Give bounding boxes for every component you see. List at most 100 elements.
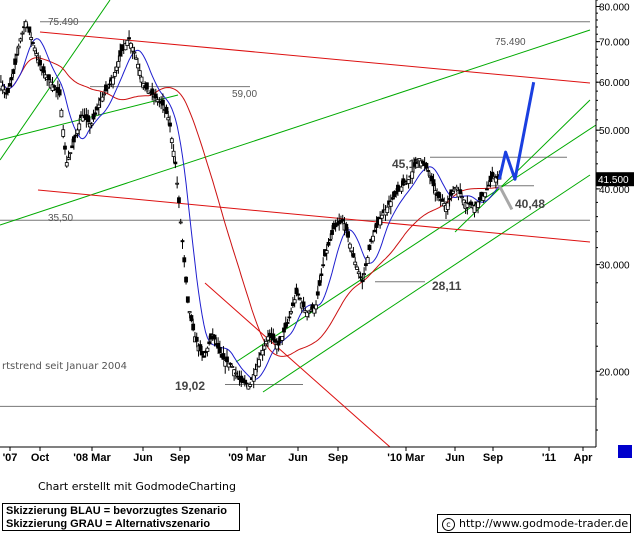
candle-body: [136, 63, 140, 69]
annotation-text: rtstrend seit Januar 2004: [2, 361, 127, 372]
candle: [15, 47, 19, 63]
candle: [32, 45, 37, 55]
candle: [77, 117, 82, 136]
candle-body: [228, 363, 233, 365]
candle-body: [68, 152, 73, 155]
candle-body: [15, 53, 19, 56]
candle: [184, 276, 188, 285]
candle-body: [221, 353, 226, 360]
candle: [178, 218, 183, 225]
candle-body: [205, 347, 210, 352]
candle-body: [16, 45, 21, 49]
candle: [355, 264, 359, 271]
copyright-icon: c: [442, 517, 455, 531]
candle: [217, 340, 222, 355]
candle: [324, 243, 329, 261]
x-tick-label: '10 Mar: [387, 452, 425, 464]
legend-gray-text: Skizzierung GRAU = Alternativszenario: [6, 518, 211, 530]
candle-body: [70, 145, 75, 149]
candle-body: [356, 271, 361, 275]
candle-body: [32, 47, 37, 52]
candle-body: [230, 366, 235, 368]
candle-body: [330, 230, 334, 235]
candle-body: [358, 276, 363, 279]
candle-body: [355, 266, 359, 270]
candle-body: [257, 359, 261, 367]
x-tick-label: '09 Mar: [228, 452, 266, 464]
candle-body: [105, 87, 110, 89]
candle: [483, 192, 488, 198]
candle-body: [248, 384, 253, 387]
candle: [292, 294, 297, 308]
x-tick-label: '11: [542, 452, 556, 464]
candle-body: [349, 250, 354, 253]
candle-body: [127, 37, 131, 40]
candle-body: [234, 372, 238, 375]
candle-body: [317, 280, 322, 286]
candle-body: [458, 189, 463, 195]
candle-body: [13, 58, 18, 65]
candle-body: [63, 145, 67, 150]
candle-body: [424, 162, 429, 169]
candle: [346, 227, 350, 243]
candle: [59, 108, 64, 118]
candle-body: [266, 336, 270, 341]
candle: [351, 246, 356, 258]
candle: [29, 32, 34, 47]
candle-body: [296, 293, 301, 296]
channel-line-top: [0, 0, 111, 161]
candle-body: [476, 201, 480, 208]
candle: [458, 183, 463, 195]
candle: [194, 332, 199, 348]
candle-body: [451, 191, 456, 194]
candle: [424, 161, 429, 171]
candle: [102, 89, 107, 101]
candle-body: [235, 375, 240, 378]
candle-body: [137, 70, 142, 76]
candle-body: [371, 235, 375, 242]
candle: [367, 244, 372, 252]
website-link[interactable]: c http://www.godmode-trader.de: [437, 514, 631, 533]
candle-body: [71, 136, 76, 143]
trendline-middle: [37, 189, 591, 243]
candle-body: [217, 347, 222, 354]
candle-body: [38, 59, 42, 66]
channel-line-upper: [0, 29, 591, 226]
candle-body: [177, 197, 181, 203]
candle: [180, 238, 185, 249]
candle-body: [301, 301, 306, 308]
candle-body: [102, 93, 107, 96]
candle: [221, 346, 226, 360]
candle: [314, 300, 318, 314]
candle-body: [187, 311, 192, 314]
channel-line-inner: [454, 99, 591, 233]
candle-body: [469, 201, 473, 205]
candle-body: [328, 239, 333, 241]
candle: [175, 176, 180, 189]
candle-body: [324, 250, 329, 254]
candle: [380, 211, 384, 225]
candle-body: [184, 276, 188, 283]
candle-body: [6, 88, 10, 93]
chart-credit: Chart erstellt mit GodmodeCharting: [38, 480, 236, 493]
candle-body: [191, 323, 196, 331]
candle-body: [294, 287, 299, 295]
candle-body: [125, 39, 130, 46]
candle-body: [64, 162, 69, 167]
candle: [16, 43, 21, 55]
candle-body: [57, 89, 62, 96]
candle-body: [86, 115, 91, 122]
website-url: http://www.godmode-trader.de: [459, 517, 629, 530]
candle-body: [388, 201, 393, 207]
scenario-blue-path: [497, 81, 536, 181]
candle: [61, 124, 66, 139]
candle: [171, 144, 176, 163]
candle-body: [440, 198, 445, 202]
candle-body: [185, 296, 190, 303]
candle-body: [390, 197, 395, 200]
reference-label: 40,48: [515, 197, 545, 211]
candle: [173, 156, 178, 169]
candle: [71, 135, 76, 150]
candle-body: [47, 74, 51, 81]
candle-body: [445, 202, 450, 210]
